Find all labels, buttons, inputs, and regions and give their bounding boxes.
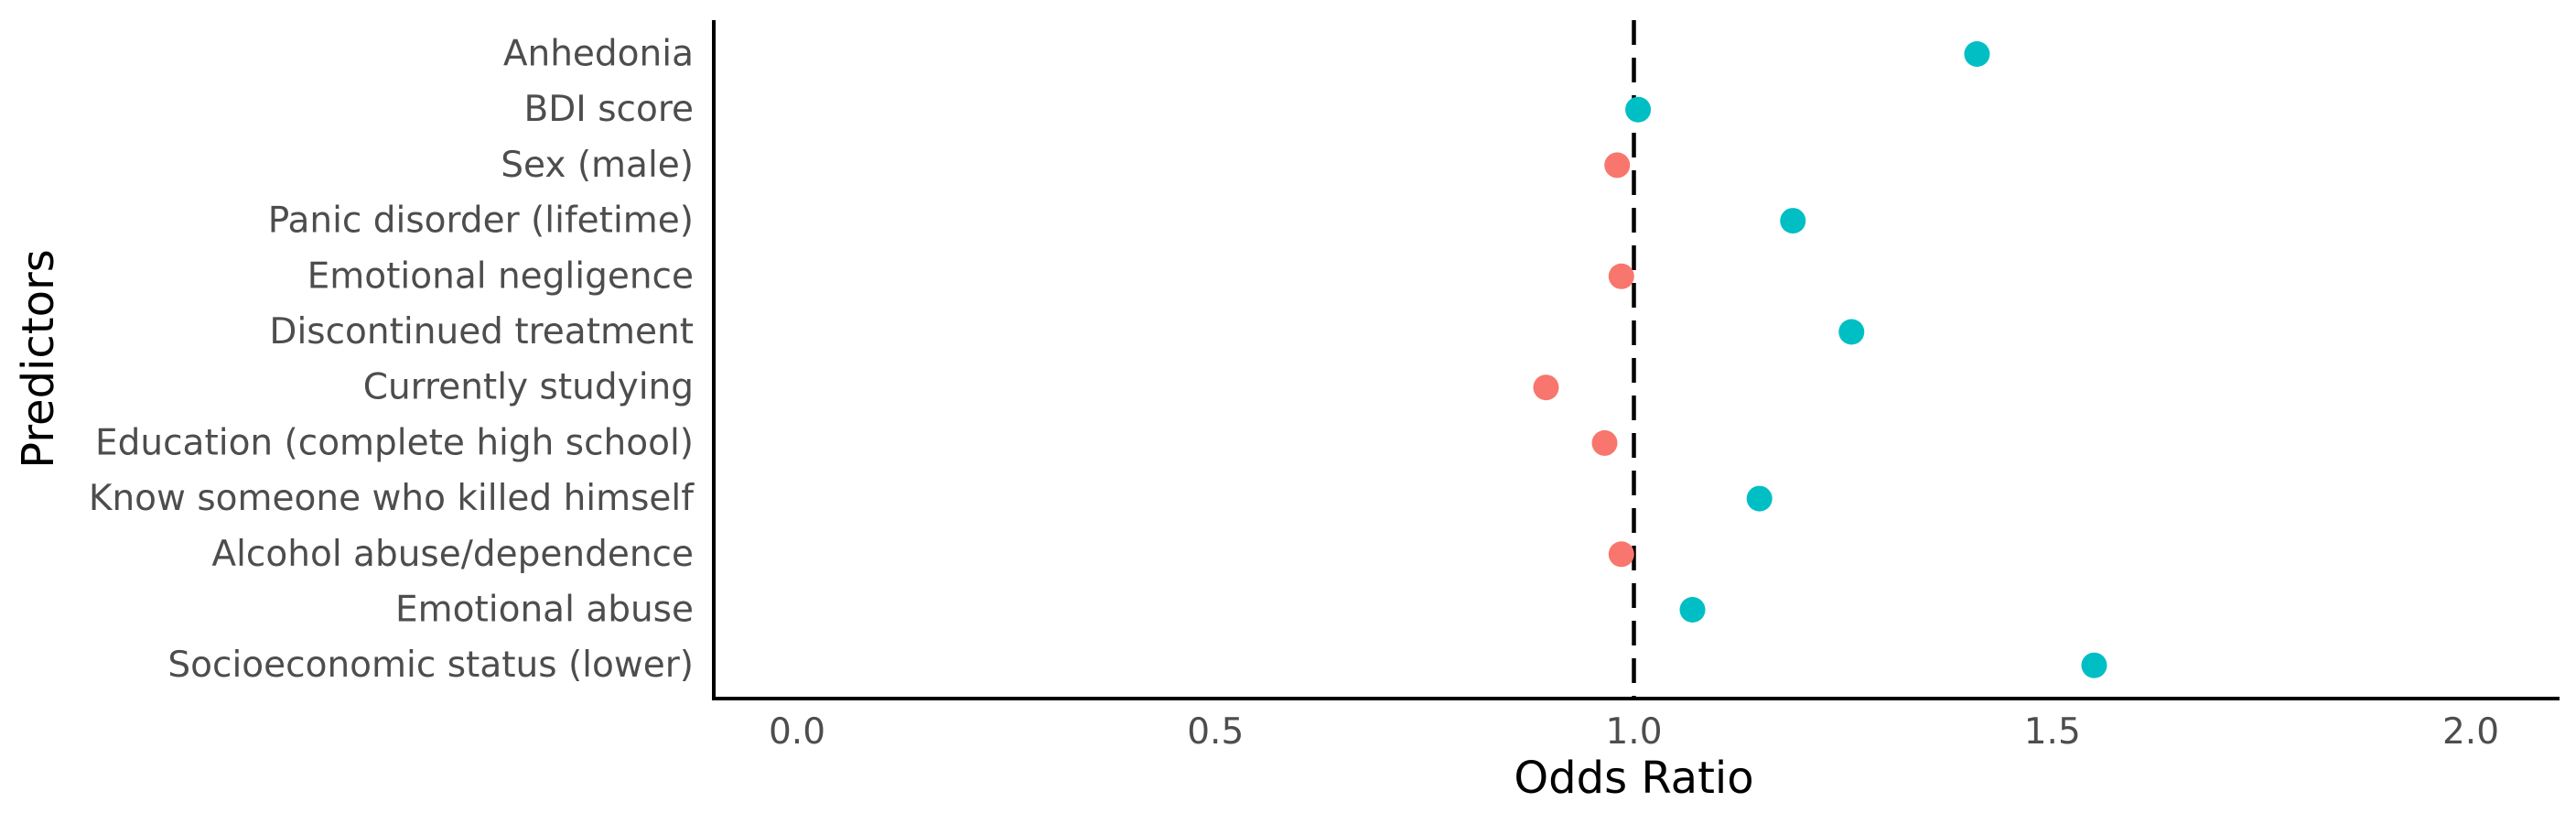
y-tick-label: Know someone who killed himself xyxy=(89,478,695,519)
x-tick-label: 2.0 xyxy=(2442,711,2499,753)
y-tick-label: Education (complete high school) xyxy=(95,422,694,463)
data-point xyxy=(1608,541,1634,568)
y-tick-label: Emotional abuse xyxy=(395,590,694,631)
y-tick-label: Currently studying xyxy=(363,367,694,408)
data-point xyxy=(1964,41,1990,67)
y-tick-label: Panic disorder (lifetime) xyxy=(268,201,694,242)
data-points xyxy=(1533,41,2107,678)
data-point xyxy=(1746,485,1773,512)
data-point xyxy=(1679,597,1706,623)
x-tick-label: 0.0 xyxy=(769,711,825,753)
data-point xyxy=(1625,96,1652,123)
data-point xyxy=(2081,652,2107,678)
y-tick-label: BDI score xyxy=(524,89,694,130)
data-point xyxy=(1604,152,1631,179)
data-point xyxy=(1533,374,1559,401)
x-tick-label: 1.5 xyxy=(2024,711,2081,753)
y-tick-label: Emotional negligence xyxy=(307,255,694,297)
y-tick-label: Alcohol abuse/dependence xyxy=(211,534,694,575)
data-point xyxy=(1608,263,1634,289)
y-tick-label: Discontinued treatment xyxy=(269,311,694,352)
x-tick-labels: 0.0 0.5 1.0 1.5 2.0 xyxy=(769,711,2499,753)
data-point xyxy=(1591,429,1618,456)
y-tick-labels: Anhedonia BDI score Sex (male) Panic disord… xyxy=(89,34,695,687)
x-axis-title: Odds Ratio xyxy=(1514,753,1753,804)
data-point xyxy=(1780,208,1806,234)
y-tick-label: Sex (male) xyxy=(501,145,694,186)
y-tick-label: Socioeconomic status (lower) xyxy=(167,645,694,686)
data-point xyxy=(1838,319,1865,345)
y-axis-title: Predictors xyxy=(13,249,64,468)
x-tick-label: 1.0 xyxy=(1605,711,1662,753)
x-tick-label: 0.5 xyxy=(1187,711,1244,753)
y-tick-label: Anhedonia xyxy=(503,34,694,75)
